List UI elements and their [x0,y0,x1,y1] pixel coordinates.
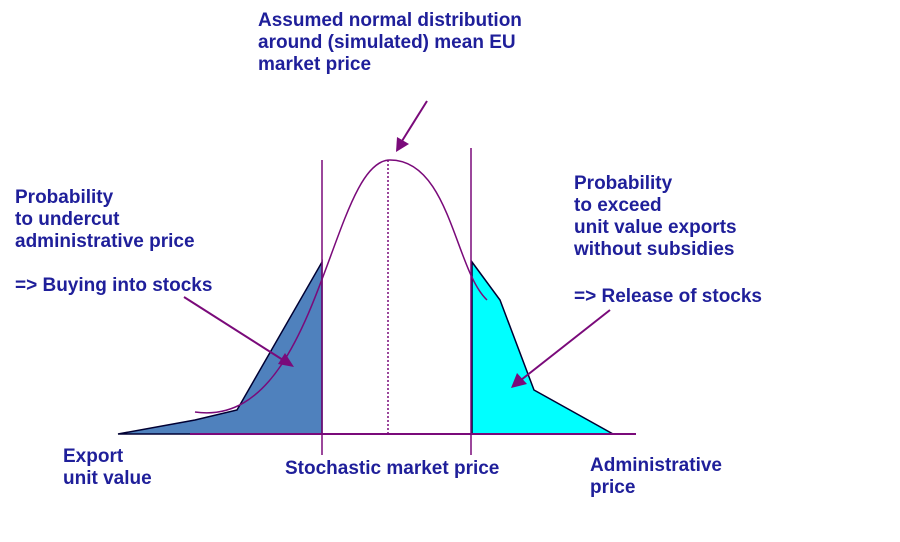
distribution-note-line-2: around (simulated) mean EU [258,32,516,53]
axis-left-line-1: Export [63,446,124,467]
distribution-note-line-1: Assumed normal distribution [258,10,522,31]
left-probability-label: Probability to undercut administrative p… [15,187,195,253]
right-tail-area [471,259,616,435]
arrow-to-right-tail [511,309,611,388]
axis-left-line-2: unit value [63,468,152,489]
axis-left-label: Export unit value [63,446,152,490]
axis-center-label: Stochastic market price [285,458,500,479]
left-probability-line-1: Probability [15,187,114,208]
right-consequence-label: => Release of stocks [574,286,762,307]
axis-right-line-1: Administrative [590,455,722,476]
distribution-note: Assumed normal distribution around (simu… [258,10,522,76]
right-probability-line-1: Probability [574,173,673,194]
axis-right-line-2: price [590,477,636,498]
right-probability-line-2: to exceed [574,195,662,216]
right-probability-line-4: without subsidies [574,239,735,260]
left-consequence-label: => Buying into stocks [15,275,213,296]
arrow-to-peak [396,100,428,152]
normal-curve [194,159,488,414]
axis-right-label: Administrative price [590,455,722,499]
right-probability-label: Probability to exceed unit value exports… [574,173,737,261]
distribution-note-line-3: market price [258,54,372,75]
right-probability-line-3: unit value exports [574,217,737,238]
left-probability-line-2: to undercut [15,209,120,230]
left-probability-line-3: administrative price [15,231,195,252]
arrow-to-left-tail [183,296,294,367]
